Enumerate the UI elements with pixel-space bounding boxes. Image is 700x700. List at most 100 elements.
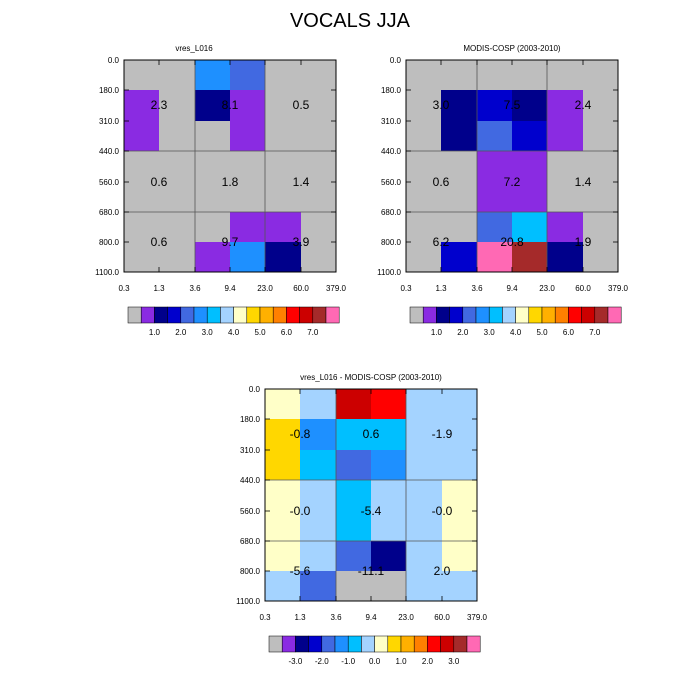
colorbar-swatch (272, 306, 287, 324)
colorbar-swatch (607, 306, 622, 324)
heatmap-cell (300, 450, 336, 480)
colorbar-swatch (515, 306, 530, 324)
heatmap-cell (406, 90, 441, 121)
colorbar-swatch (502, 306, 516, 324)
heatmap-cell (547, 182, 583, 212)
colorbar-swatch (154, 306, 168, 324)
heatmap-cell (300, 541, 336, 571)
heatmap-cell (406, 511, 442, 541)
heatmap-cell (301, 212, 336, 242)
heatmap-cell (406, 541, 442, 571)
colorbar-swatch (325, 306, 340, 324)
heatmap-cell (406, 60, 441, 90)
heatmap-cell (583, 60, 618, 90)
block-value: 7.2 (504, 175, 521, 189)
y-tick-label: 0.0 (108, 56, 120, 65)
block-value: 0.6 (363, 427, 380, 441)
heatmap-cell (547, 90, 583, 121)
heatmap-cell (195, 151, 230, 182)
heatmap-cell (265, 571, 300, 601)
colorbar-swatch (233, 306, 248, 324)
heatmap-cell (547, 121, 583, 151)
heatmap-cell (406, 389, 442, 419)
colorbar-label: 2.0 (175, 328, 187, 337)
heatmap-cell (265, 212, 301, 242)
colorbar-swatch (436, 306, 450, 324)
y-tick-label: 440.0 (381, 147, 402, 156)
colorbar-swatch (206, 306, 221, 324)
x-tick-label: 0.3 (400, 284, 412, 293)
heatmap-cell (406, 419, 442, 450)
axis-ticks (123, 59, 337, 273)
axis-ticks (264, 388, 478, 602)
heatmap-cell (512, 60, 547, 90)
heatmap-cell (371, 450, 406, 480)
heatmap-cell (265, 182, 301, 212)
colorbar-swatch (127, 306, 142, 324)
colorbar-swatch (167, 306, 182, 324)
figure-title: VOCALS JJA (289, 10, 411, 32)
colorbar-label: 4.0 (510, 328, 522, 337)
block-value: 0.6 (433, 175, 450, 189)
colorbar-label: 4.0 (228, 328, 240, 337)
colorbar-swatch (361, 635, 375, 653)
heatmap-cell (442, 450, 477, 480)
y-tick-label: 440.0 (240, 476, 261, 485)
colorbar-swatch (453, 635, 468, 653)
heatmap-cell (336, 450, 371, 480)
heatmap-cell (441, 121, 477, 151)
colorbar-swatch (308, 635, 323, 653)
panel-title: MODIS-COSP (2003-2010) (463, 44, 561, 53)
colorbar-swatch (528, 306, 543, 324)
x-tick-labels: 0.3 1.3 3.6 9.4 23.0 60.0 379.0 (259, 613, 487, 622)
colorbar-swatch (281, 635, 296, 653)
heatmap-cell (265, 541, 300, 571)
colorbar-swatch (259, 306, 274, 324)
y-tick-label: 310.0 (99, 117, 120, 126)
heatmap-cell (300, 389, 336, 419)
colorbar-swatch (568, 306, 582, 324)
colorbar-labels: 1.0 2.0 3.0 4.0 5.0 6.0 7.0 (149, 328, 319, 337)
heatmap-cell (124, 60, 159, 90)
colorbar-label: 0.0 (369, 657, 381, 666)
x-tick-label: 379.0 (608, 284, 629, 293)
heatmap-cell (583, 90, 618, 121)
y-tick-labels: 0.0 180.0 310.0 440.0 560.0 680.0 800.0 … (95, 56, 119, 277)
block-lines (406, 60, 618, 272)
x-tick-label: 23.0 (398, 613, 414, 622)
heatmap-cell (406, 182, 441, 212)
block-value: 0.5 (293, 98, 310, 112)
heatmap-cell (301, 182, 336, 212)
heatmap-cell (300, 511, 336, 541)
x-tick-label: 9.4 (224, 284, 236, 293)
colorbar-swatch (299, 306, 314, 324)
colorbar (127, 306, 340, 324)
block-value: 3.9 (293, 235, 310, 249)
colorbar-swatch (334, 635, 349, 653)
x-tick-label: 9.4 (365, 613, 377, 622)
heatmap-cell (159, 182, 195, 212)
heatmap-cell (442, 511, 477, 541)
colorbar-swatch (541, 306, 556, 324)
heatmap-cell (477, 212, 512, 242)
block-values: 3.0 7.5 2.4 0.6 7.2 1.4 6.2 20.8 1.9 (433, 98, 592, 249)
heatmap-cell (477, 182, 512, 212)
heatmap-cell (406, 480, 442, 511)
heatmap-cell (300, 480, 336, 511)
heatmap-cell (124, 90, 159, 121)
heatmap-cell (477, 60, 512, 90)
y-tick-label: 560.0 (99, 178, 120, 187)
heatmap-cell (336, 419, 371, 450)
y-tick-label: 800.0 (381, 238, 402, 247)
heatmap-cell (441, 242, 477, 272)
colorbar-swatch (268, 635, 283, 653)
colorbar-label: 3.0 (202, 328, 214, 337)
cell-grid (124, 60, 336, 272)
block-lines (124, 60, 336, 272)
heatmap-cell (195, 182, 230, 212)
heatmap-cell (265, 60, 301, 90)
heatmap-cell (512, 121, 547, 151)
colorbar-swatch (246, 306, 261, 324)
colorbar-label: -1.0 (341, 657, 355, 666)
y-tick-labels: 0.0 180.0 310.0 440.0 560.0 680.0 800.0 … (377, 56, 401, 277)
